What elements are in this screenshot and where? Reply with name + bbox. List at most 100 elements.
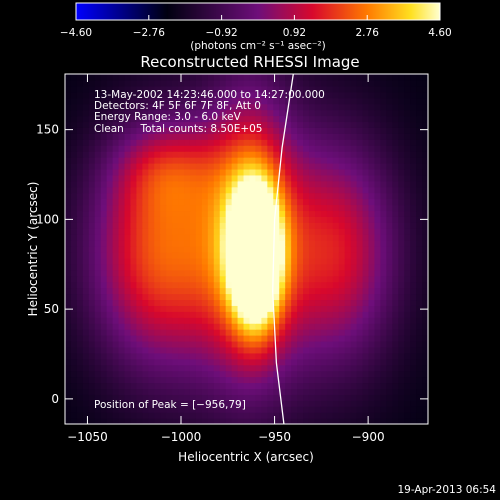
- heatmap-cell: [65, 246, 72, 253]
- heatmap-cell: [285, 293, 292, 301]
- heatmap-cell: [70, 103, 78, 111]
- heatmap-cell: [106, 121, 114, 128]
- heatmap-cell: [255, 216, 262, 223]
- heatmap-cell: [332, 257, 340, 265]
- heatmap-cell: [314, 400, 322, 407]
- heatmap-cell: [118, 127, 126, 134]
- heatmap-cell: [297, 406, 304, 413]
- heatmap-cell: [225, 406, 233, 413]
- heatmap-cell: [231, 157, 239, 164]
- heatmap-cell: [338, 192, 346, 200]
- heatmap-cell: [326, 121, 334, 128]
- heatmap-cell: [303, 311, 310, 318]
- heatmap-cell: [136, 85, 143, 93]
- heatmap-cell: [386, 251, 393, 259]
- heatmap-cell: [243, 180, 251, 188]
- heatmap-cell: [332, 157, 340, 164]
- heatmap-cell: [184, 352, 191, 360]
- heatmap-cell: [130, 222, 138, 229]
- heatmap-cell: [160, 79, 167, 87]
- heatmap-cell: [219, 198, 227, 206]
- heatmap-cell: [225, 299, 233, 306]
- heatmap-cell: [273, 400, 280, 407]
- heatmap-cell: [219, 139, 227, 146]
- heatmap-cell: [195, 394, 203, 401]
- heatmap-cell: [189, 305, 197, 312]
- heatmap-cell: [398, 240, 405, 247]
- heatmap-cell: [326, 287, 334, 295]
- heatmap-cell: [338, 79, 346, 87]
- heatmap-cell: [249, 121, 257, 128]
- heatmap-cell: [374, 151, 381, 158]
- heatmap-cell: [422, 329, 428, 336]
- heatmap-cell: [249, 127, 257, 134]
- heatmap-cell: [404, 162, 411, 170]
- heatmap-cell: [184, 127, 191, 134]
- heatmap-cell: [344, 257, 352, 265]
- heatmap-cell: [94, 168, 102, 176]
- heatmap-cell: [368, 174, 376, 182]
- heatmap-cell: [314, 145, 322, 152]
- heatmap-cell: [213, 174, 221, 182]
- heatmap-cell: [326, 394, 334, 401]
- heatmap-cell: [142, 127, 149, 134]
- heatmap-cell: [118, 281, 126, 289]
- heatmap-cell: [112, 115, 120, 123]
- heatmap-cell: [237, 305, 245, 312]
- heatmap-cell: [207, 127, 215, 134]
- heatmap-cell: [166, 281, 173, 289]
- heatmap-cell: [249, 180, 257, 188]
- heatmap-cell: [255, 228, 262, 235]
- heatmap-cell: [410, 127, 417, 134]
- heatmap-cell: [237, 329, 245, 336]
- heatmap-cell: [291, 204, 298, 212]
- heatmap-cell: [362, 293, 370, 301]
- heatmap-cell: [201, 151, 209, 158]
- heatmap-cell: [249, 257, 257, 265]
- heatmap-cell: [374, 109, 381, 117]
- heatmap-cell: [178, 121, 185, 128]
- heatmap-cell: [106, 251, 114, 259]
- heatmap-cell: [148, 174, 155, 182]
- heatmap-cell: [213, 352, 221, 360]
- heatmap-cell: [106, 103, 114, 111]
- heatmap-cell: [207, 370, 215, 378]
- heatmap-cell: [416, 91, 423, 99]
- heatmap-cell: [142, 103, 149, 111]
- heatmap-cell: [225, 358, 233, 366]
- heatmap-cell: [279, 157, 286, 164]
- heatmap-cell: [160, 186, 167, 194]
- heatmap-cell: [356, 151, 364, 158]
- heatmap-cell: [136, 317, 143, 324]
- heatmap-cell: [291, 174, 298, 182]
- heatmap-cell: [148, 305, 155, 312]
- heatmap-cell: [362, 139, 370, 146]
- heatmap-cell: [261, 394, 268, 401]
- heatmap-cell: [88, 121, 96, 128]
- heatmap-cell: [249, 358, 257, 366]
- heatmap-cell: [362, 216, 370, 223]
- heatmap-cell: [65, 257, 72, 265]
- heatmap-cell: [76, 157, 84, 164]
- heatmap-cell: [297, 162, 304, 170]
- heatmap-cell: [380, 85, 387, 93]
- heatmap-cell: [404, 192, 411, 200]
- heatmap-cell: [279, 329, 286, 336]
- heatmap-cell: [112, 311, 120, 318]
- heatmap-cell: [219, 174, 227, 182]
- heatmap-cell: [314, 139, 322, 146]
- heatmap-cell: [368, 317, 376, 324]
- heatmap-cell: [344, 240, 352, 247]
- heatmap-cell: [285, 305, 292, 312]
- heatmap-cell: [94, 329, 102, 336]
- heatmap-cell: [344, 222, 352, 229]
- heatmap-cell: [362, 109, 370, 117]
- heatmap-cell: [189, 340, 197, 348]
- heatmap-cell: [213, 186, 221, 194]
- heatmap-cell: [100, 79, 108, 87]
- heatmap-cell: [356, 257, 364, 265]
- heatmap-cell: [243, 263, 251, 271]
- heatmap-cell: [142, 269, 149, 277]
- heatmap-cell: [154, 85, 161, 93]
- heatmap-cell: [243, 257, 251, 265]
